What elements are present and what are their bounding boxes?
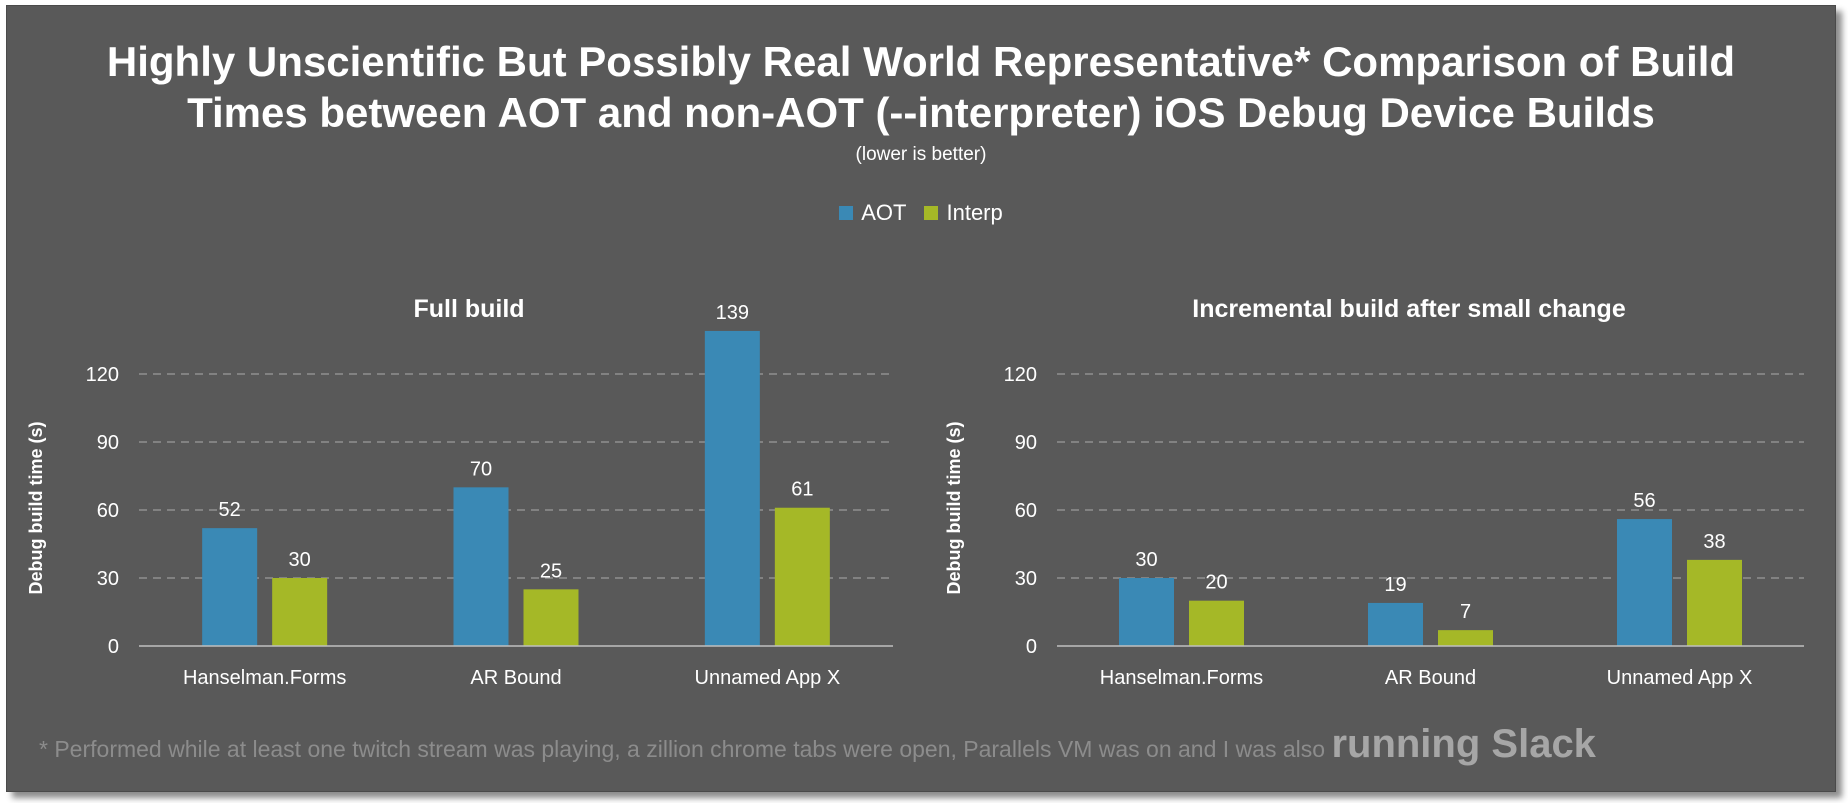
full-chart-title: Full build: [413, 295, 524, 323]
x-tick-label: AR Bound: [470, 667, 561, 689]
data-label: 139: [716, 302, 749, 324]
y-tick-label: 120: [1004, 364, 1037, 386]
footnote-text: * Performed while at least one twitch st…: [39, 736, 1332, 762]
data-label: 19: [1384, 574, 1406, 596]
chart-subtitle: (lower is better): [855, 144, 987, 165]
legend-item-aot: AOT: [839, 200, 906, 226]
bar-aot: [1617, 519, 1672, 646]
y-tick-label: 30: [1015, 568, 1037, 590]
chart-title: Highly Unscientific But Possibly Real Wo…: [7, 36, 1835, 138]
bar-interp: [1189, 600, 1244, 646]
legend-swatch-aot: [839, 206, 854, 220]
bar-aot: [1119, 578, 1174, 646]
y-tick-label: 90: [1015, 432, 1037, 454]
bar-interp: [523, 589, 579, 646]
y-tick-label: 0: [1026, 636, 1037, 658]
y-tick-label: 90: [97, 432, 119, 454]
footnote-emphasis: running Slack: [1331, 722, 1596, 766]
title-line-1: Highly Unscientific But Possibly Real Wo…: [106, 38, 1736, 85]
bar-aot: [202, 528, 258, 646]
legend-swatch-interp: [924, 206, 939, 220]
bar-interp: [272, 578, 328, 646]
data-label: 38: [1703, 531, 1725, 553]
legend: AOT Interp: [7, 200, 1835, 226]
incremental-chart-title: Incremental build after small change: [1192, 295, 1626, 323]
y-tick-label: 120: [86, 364, 119, 386]
x-tick-label: Unnamed App X: [695, 667, 841, 689]
bar-interp: [774, 507, 830, 646]
data-label: 70: [470, 458, 492, 480]
legend-item-interp: Interp: [924, 200, 1003, 226]
x-tick-label: Hanselman.Forms: [1100, 667, 1263, 689]
incremental-y-axis-label: Debug build time (s): [944, 421, 964, 594]
title-line-2: Times between AOT and non-AOT (--interpr…: [187, 89, 1655, 136]
data-label: 52: [219, 499, 241, 521]
x-tick-label: AR Bound: [1385, 667, 1476, 689]
data-label: 56: [1633, 490, 1655, 512]
bar-aot: [1368, 602, 1423, 646]
bar-aot: [704, 330, 760, 646]
x-tick-label: Hanselman.Forms: [183, 667, 346, 689]
legend-label-interp: Interp: [946, 200, 1003, 225]
y-tick-label: 0: [108, 636, 119, 658]
y-tick-label: 60: [97, 500, 119, 522]
legend-label-aot: AOT: [861, 200, 907, 225]
plots-area: Full build Debug build time (s) 0 30 60 90 120…: [26, 295, 1804, 689]
y-tick-label: 60: [1015, 500, 1037, 522]
data-label: 25: [540, 560, 562, 582]
chart-frame: Highly Unscientific But Possibly Real Wo…: [6, 5, 1836, 792]
bar-interp: [1438, 630, 1493, 646]
full-y-axis-label: Debug build time (s): [26, 421, 46, 594]
bar-aot: [453, 487, 509, 646]
data-label: 7: [1460, 601, 1471, 623]
footnote: * Performed while at least one twitch st…: [39, 722, 1819, 767]
y-tick-label: 30: [97, 568, 119, 590]
x-tick-label: Unnamed App X: [1607, 667, 1753, 689]
data-label: 30: [289, 549, 311, 571]
data-label: 30: [1135, 549, 1157, 571]
data-label: 61: [791, 479, 813, 501]
data-label: 20: [1205, 572, 1227, 594]
bar-interp: [1687, 559, 1742, 646]
